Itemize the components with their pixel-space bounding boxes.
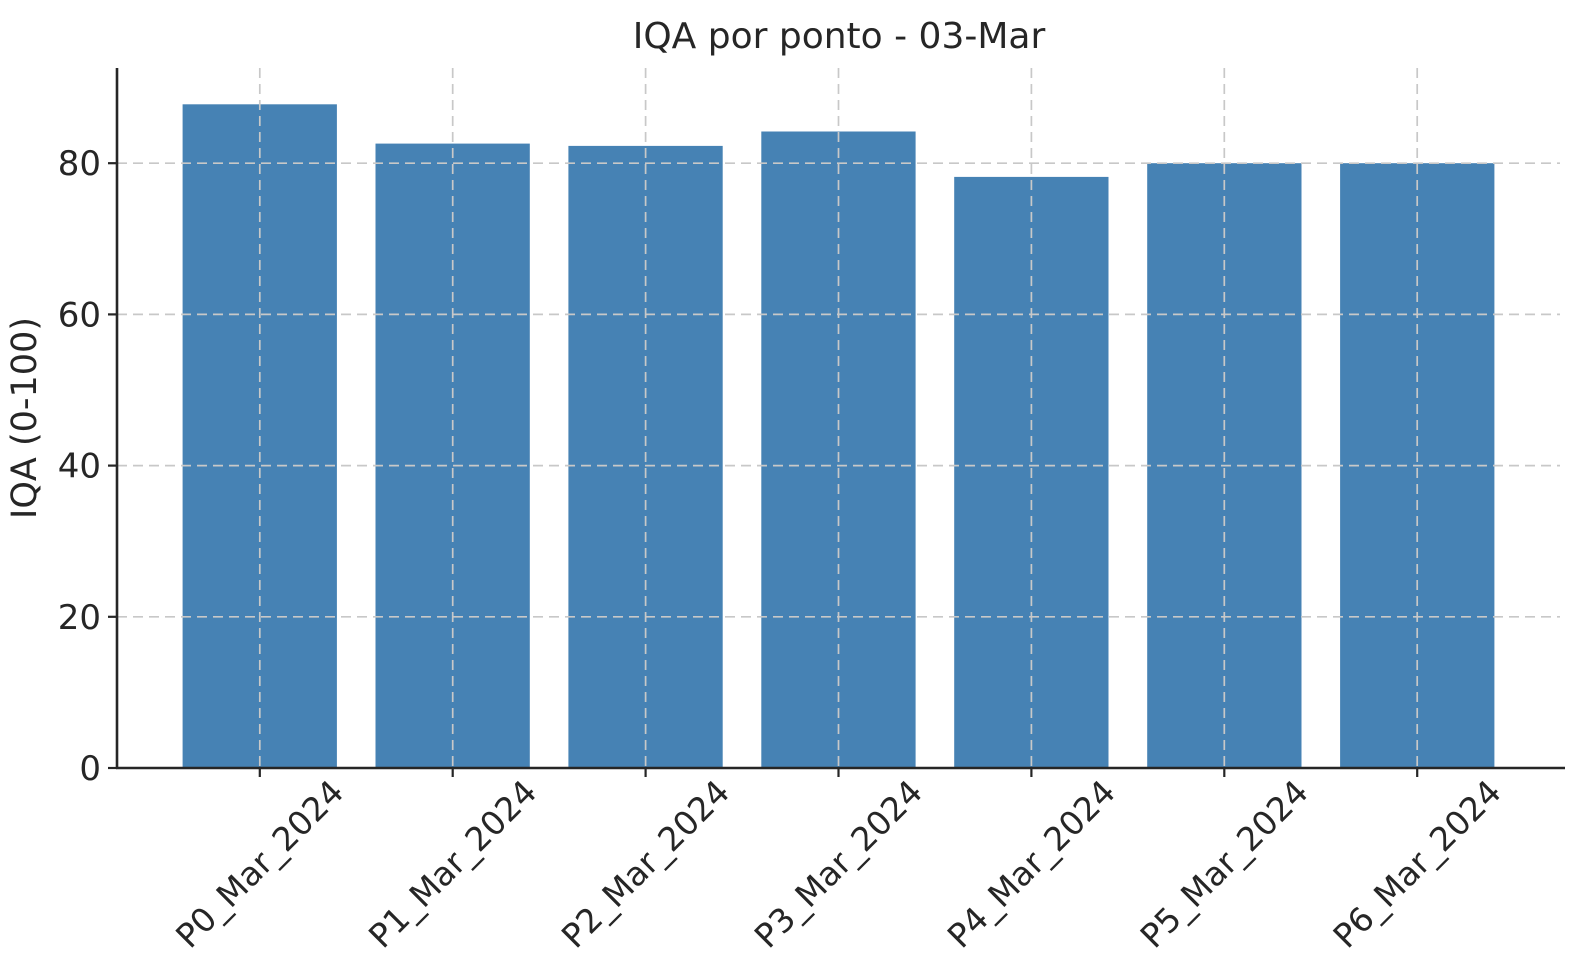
y-axis-label: IQA (0-100) [5, 317, 45, 519]
chart-title: IQA por ponto - 03-Mar [633, 16, 1046, 57]
y-tick-label: 80 [58, 144, 101, 184]
y-tick-label: 40 [58, 447, 101, 487]
y-tick-label: 0 [79, 749, 101, 789]
axes-group [108, 68, 1565, 777]
x-tick-label: P4_Mar_2024 [940, 772, 1123, 955]
bar [761, 131, 916, 768]
y-tick-label: 20 [58, 598, 101, 638]
x-tick-label: P0_Mar_2024 [168, 772, 351, 955]
x-tick-label: P3_Mar_2024 [747, 772, 930, 955]
x-tick-label: P5_Mar_2024 [1133, 772, 1316, 955]
gridlines-group [117, 68, 1560, 768]
x-tick-label: P6_Mar_2024 [1325, 772, 1508, 955]
x-tick-label: P2_Mar_2024 [554, 772, 737, 955]
x-tick-label: P1_Mar_2024 [361, 772, 544, 955]
y-tick-label: 60 [58, 295, 101, 335]
